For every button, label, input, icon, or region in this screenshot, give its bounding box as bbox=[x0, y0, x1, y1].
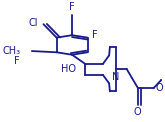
Text: CH₃: CH₃ bbox=[3, 46, 21, 56]
Text: Cl: Cl bbox=[29, 18, 38, 28]
Text: F: F bbox=[69, 2, 75, 12]
Text: F: F bbox=[92, 30, 98, 40]
Text: F: F bbox=[14, 56, 19, 66]
Text: N: N bbox=[112, 72, 120, 82]
Text: HO: HO bbox=[61, 64, 76, 74]
Text: O: O bbox=[134, 107, 142, 117]
Text: O: O bbox=[155, 83, 163, 93]
